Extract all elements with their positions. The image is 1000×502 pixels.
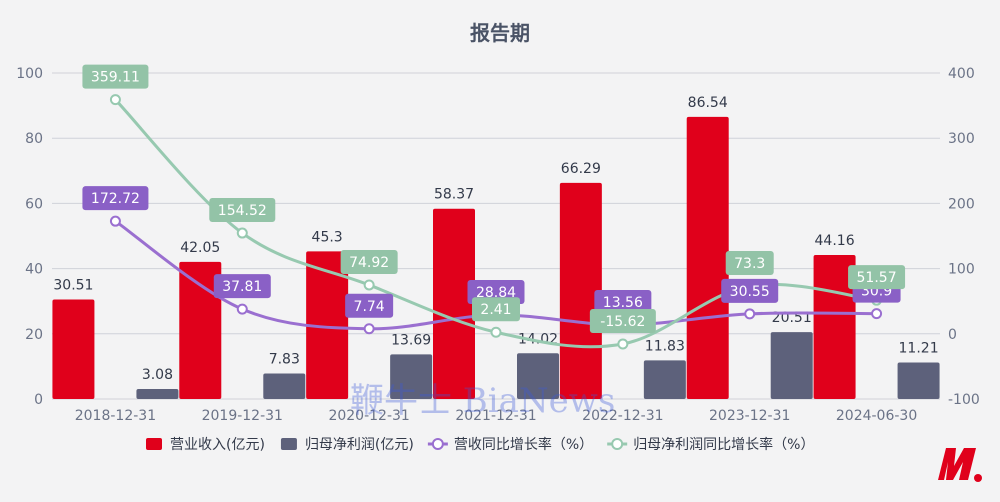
line-value-label: 37.81 [222, 279, 262, 295]
legend-label: 归母净利润同比增长率（%） [633, 436, 814, 453]
chart-title: 报告期 [470, 21, 530, 45]
bar [897, 362, 940, 399]
line-point [871, 308, 883, 320]
line-label-box [594, 289, 652, 314]
left-axis: 0 20 40 60 80 100 [16, 66, 43, 408]
line-point [744, 308, 756, 320]
bar-value-label: 58.37 [434, 187, 474, 203]
legend-swatch [280, 438, 297, 450]
y-right-tick-label: 100 [948, 262, 975, 278]
line-value-label: 172.72 [91, 191, 140, 207]
line-point [363, 323, 375, 335]
legend-swatch-dot [611, 438, 624, 450]
line-value-label: 359.11 [91, 70, 140, 86]
line-label-box [213, 274, 271, 299]
bar-value-label: 86.54 [688, 95, 728, 111]
bar [306, 251, 349, 399]
line-label-box [82, 186, 149, 211]
line-value-label: 28.84 [476, 285, 516, 301]
bar-value-label: 44.16 [815, 233, 855, 249]
line-label-box [209, 198, 276, 223]
x-tick-label: 2020-12-31 [328, 408, 409, 424]
legend-label: 归母净利润(亿元) [305, 436, 414, 453]
bar [643, 360, 686, 399]
x-tick-label: 2019-12-31 [202, 408, 283, 424]
bar-value-label: 45.3 [312, 229, 343, 245]
bar [770, 332, 813, 399]
line-point [617, 338, 629, 350]
line-value-label: 74.92 [349, 255, 389, 271]
line-label-box [345, 293, 394, 318]
line-label-box [589, 308, 656, 333]
y-left-tick-label: 20 [25, 327, 43, 343]
line-label-box [82, 64, 149, 89]
line-point [236, 303, 248, 315]
bar [686, 116, 729, 399]
line-point [363, 279, 375, 291]
x-tick-label: 2022-12-31 [582, 408, 663, 424]
line-label-box [340, 249, 398, 274]
line-label-box [721, 278, 779, 303]
line-value-label: 2.41 [480, 302, 511, 318]
bar-value-label: 42.05 [180, 240, 220, 256]
bar-value-label: 3.08 [142, 367, 173, 383]
y-left-tick-label: 80 [25, 131, 43, 147]
line-point [109, 215, 121, 227]
line-label-box [848, 265, 906, 290]
watermark: 鞭牛士 BiaNews [350, 381, 615, 421]
bar [263, 373, 306, 399]
legend-label: 营收同比增长率（%） [454, 436, 593, 453]
y-left-tick-label: 40 [25, 262, 43, 278]
y-right-tick-label: -100 [948, 392, 980, 408]
bar [179, 261, 222, 399]
right-axis: -100 0 100 200 300 400 [948, 66, 980, 408]
bar-value-label: 11.83 [645, 338, 685, 354]
y-right-tick-label: 400 [948, 66, 975, 82]
line-value-label: 7.74 [354, 299, 385, 315]
legend-swatch [146, 438, 162, 450]
x-axis: 2018-12-31 2019-12-31 2020-12-31 2021-12-31… [75, 408, 918, 424]
bianews-logo-icon [938, 448, 982, 482]
line-point [490, 326, 502, 338]
bar [517, 353, 559, 399]
line-value-label: 51.57 [857, 270, 897, 286]
legend-swatch-dot [431, 438, 444, 450]
bar [136, 388, 179, 399]
bar [390, 354, 433, 399]
bar-value-label: 11.21 [899, 340, 939, 356]
bar-value-label: 30.51 [53, 278, 93, 294]
bar [52, 299, 95, 399]
x-tick-label: 2018-12-31 [75, 408, 156, 424]
line-value-label: 73.3 [734, 256, 765, 272]
x-tick-label: 2023-12-31 [709, 408, 790, 424]
legend-label: 营业收入(亿元) [170, 437, 265, 453]
y-right-tick-label: 0 [948, 327, 957, 343]
bar-value-label: 13.69 [391, 332, 431, 348]
line-point [109, 94, 121, 106]
y-left-tick-label: 60 [25, 196, 43, 212]
y-left-tick-label: 100 [16, 66, 43, 82]
x-tick-label: 2021-12-31 [455, 408, 536, 424]
x-tick-label: 2024-06-30 [836, 408, 917, 424]
line-label-box [472, 297, 520, 322]
y-right-tick-label: 300 [948, 131, 975, 147]
bar-value-label: 7.83 [269, 351, 300, 367]
line-value-label: -15.62 [600, 314, 645, 330]
line-value-label: 154.52 [218, 203, 267, 219]
line-value-label: 13.56 [603, 295, 643, 311]
bar-value-label: 66.29 [561, 161, 601, 177]
y-right-tick-label: 200 [948, 196, 975, 212]
bar-series: 30.51 42.05 45.3 58.37 66.29 86.54 44.16 3.08 7.… [52, 95, 940, 399]
line-point [236, 227, 248, 239]
legend: 营业收入(亿元) 归母净利润(亿元) 营收同比增长率（%） 归母净利润同比增长率（%） [146, 436, 815, 453]
bar [433, 208, 475, 399]
line-value-label: 30.55 [730, 284, 770, 300]
line-label-box [725, 251, 774, 276]
y-left-tick-label: 0 [34, 392, 43, 408]
